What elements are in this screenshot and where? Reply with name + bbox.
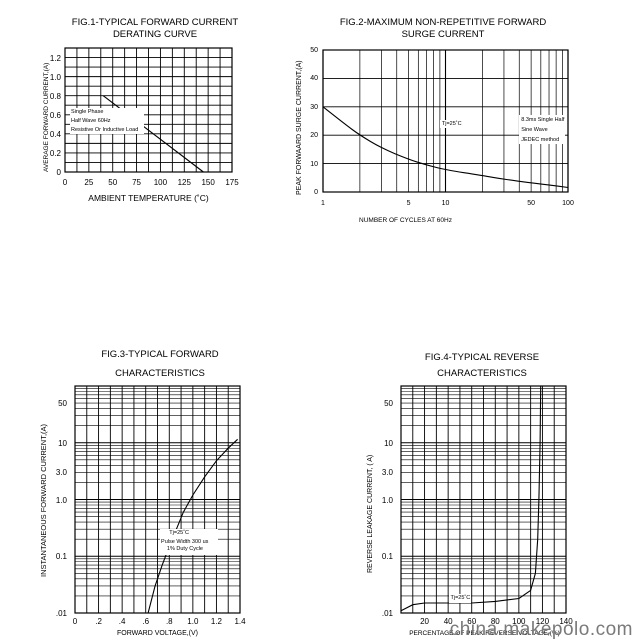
fig3-x-tick-label: 0	[72, 617, 78, 626]
fig1-y-tick-label: 0.6	[49, 110, 61, 120]
fig3-y-tick-label: .01	[55, 609, 67, 618]
fig1-y-axis-label: AVERAGE FORWARD CURRENT,(A)	[43, 62, 50, 172]
fig1-x-tick-label: 25	[84, 178, 94, 187]
fig4-y-tick-label: 1.0	[381, 495, 393, 505]
fig2-plot-frame	[322, 49, 569, 193]
fig4-x-tick-label: 80	[490, 617, 500, 626]
fig3-y-tick-label: 50	[58, 399, 67, 409]
fig1-x-tick-label: 50	[108, 178, 118, 187]
fig1-x-tick-label: 100	[153, 178, 168, 187]
fig2-annotation-text: 8.3ms Single Half	[521, 116, 565, 123]
fig4-y-tick-label: 0.1	[381, 552, 393, 562]
fig2-annotation-text: Tj=25˚C	[441, 121, 462, 127]
fig1-title-line2: DERATING CURVE	[112, 29, 198, 40]
fig2-title: FIG.2-MAXIMUM NON-REPETITIVE FORWARD SUR…	[308, 17, 578, 41]
fig1-annotation-text: Single Phase	[71, 109, 104, 116]
fig1-x-axis-label: AMBIENT TEMPERATURE (˚C)	[88, 193, 209, 203]
fig3-x-tick-label: .2	[95, 617, 102, 626]
fig3-annotation-text: 1% Duty Cycle	[166, 546, 203, 552]
fig4-y-axis-label: REVERSE LEAKAGE CURRENT, ( A)	[367, 454, 374, 573]
fig1-y-tick-label: 0	[56, 168, 61, 177]
fig2-y-tick-label: 40	[310, 75, 318, 83]
fig3-y-tick-label: 0.1	[55, 552, 67, 562]
fig2-y-tick-label: 0	[314, 189, 318, 196]
fig4-x-tick-label: 60	[467, 617, 477, 626]
fig3-title-line2: CHARACTERISTICS	[115, 368, 205, 379]
fig1-x-tick-label: 175	[225, 178, 239, 187]
fig4-x-tick-label: 20	[420, 617, 430, 626]
fig3-x-tick-label: .8	[165, 617, 173, 626]
fig3-x-axis-label: FORWARD VOLTAGE,(V)	[116, 630, 199, 637]
fig4-x-axis-label: PERCENTAGE OF PEAK REVERSE VOLTAGE,(%)	[409, 630, 560, 637]
fig3-y-axis-label: INSTANTANEOUS FORWARD CURRENT,(A)	[39, 423, 48, 577]
fig1-annotation-text: Resistive Or Inductive Load	[71, 127, 139, 134]
fig3-y-tick-label: 10	[58, 438, 67, 448]
fig1-x-tick-label: 125	[177, 178, 191, 187]
fig2-x-tick-label: 5	[406, 200, 411, 207]
fig2-y-tick-label: 30	[310, 103, 318, 111]
fig3-x-tick-label: 1.0	[187, 617, 199, 626]
fig4-y-tick-label: 50	[384, 399, 393, 409]
fig4-title-line2: CHARACTERISTICS	[437, 368, 527, 379]
fig2-annotation-box-2	[519, 115, 566, 145]
fig3-y-tick-label: 3.0	[55, 468, 67, 478]
fig1-y-tick-label: 0.4	[49, 129, 61, 139]
fig4-annotation-box	[449, 593, 472, 603]
fig2-title-line1: FIG.2-MAXIMUM NON-REPETITIVE FORWARD	[339, 17, 547, 28]
fig2-x-axis-label: NUMBER OF CYCLES AT 60Hz	[359, 217, 452, 224]
fig1-y-tick-label: 0.2	[49, 148, 61, 158]
fig1-x-tick-label: 0	[62, 178, 68, 187]
fig3-series-line	[147, 438, 238, 614]
fig4-plot-frame	[400, 385, 567, 614]
fig2-annotation-box-1	[439, 119, 466, 128]
fig2-annotation-text: Sine Wave	[521, 126, 548, 133]
fig3-x-tick-label: 1.2	[210, 617, 222, 626]
fig2-y-axis-label: PEAK FORWAARD SURGE CURRENT,(A)	[296, 60, 303, 195]
fig2-series-line	[322, 106, 569, 189]
fig1-y-tick-label: 1.2	[49, 53, 61, 63]
fig1-plot-frame	[64, 47, 233, 173]
fig2-title-line2: SURGE CURRENT	[401, 29, 485, 40]
fig2-x-tick-label: 1	[321, 200, 325, 207]
fig1-y-tick-label: 0.8	[49, 91, 61, 101]
fig2-y-tick-label: 10	[310, 160, 318, 168]
fig4-x-tick-label: 100	[512, 617, 526, 626]
fig3-x-tick-label: .4	[118, 617, 126, 626]
fig3-y-tick-label: 1.0	[55, 495, 67, 505]
fig4-x-tick-label: 40	[443, 617, 453, 626]
fig3-x-tick-label: 1.4	[234, 617, 246, 626]
fig4-y-tick-label: 10	[384, 438, 393, 448]
fig2-y-tick-label: 50	[310, 47, 318, 54]
fig4-y-tick-label: .01	[381, 609, 393, 618]
fig3-title-line1: FIG.3-TYPICAL FORWARD	[101, 349, 219, 360]
fig3-annotation-box	[159, 529, 218, 556]
fig2-x-tick-label: 100	[562, 200, 574, 207]
watermark: china.makepolo.com	[449, 619, 633, 640]
fig4-title-line1: FIG.4-TYPICAL REVERSE	[424, 352, 540, 363]
fig2-annotation-text: JEDEC method	[521, 136, 560, 143]
fig3-plot-frame	[74, 385, 241, 614]
fig4-annotation-text: Tj=25˚C	[450, 594, 471, 601]
fig4-x-tick-label: 120	[535, 617, 550, 626]
fig4-x-tick-label: 140	[559, 617, 573, 626]
fig2-x-tick-label: 50	[527, 200, 535, 207]
fig3-x-tick-label: .6	[142, 617, 150, 626]
fig1-title: FIG.1-TYPICAL FORWARD CURRENT DERATING C…	[45, 17, 265, 41]
fig1-y-tick-label: 1.0	[49, 72, 61, 82]
fig1-x-tick-label: 150	[201, 178, 215, 187]
fig3-annotation-text: Tj=25˚C	[169, 530, 189, 536]
fig3-annotation-text: Pulse Width 300 us	[161, 539, 209, 545]
fig1-x-tick-label: 75	[132, 178, 142, 187]
fig1-annotation-box	[70, 108, 144, 135]
fig4-y-tick-label: 3.0	[381, 468, 393, 478]
fig2-x-tick-label: 10	[441, 200, 450, 207]
fig4-series-line	[400, 385, 542, 612]
fig1-annotation-text: Half Wave 60Hz	[71, 118, 111, 125]
fig2-y-tick-label: 20	[310, 132, 318, 140]
fig1-title-line1: FIG.1-TYPICAL FORWARD CURRENT	[71, 17, 239, 28]
